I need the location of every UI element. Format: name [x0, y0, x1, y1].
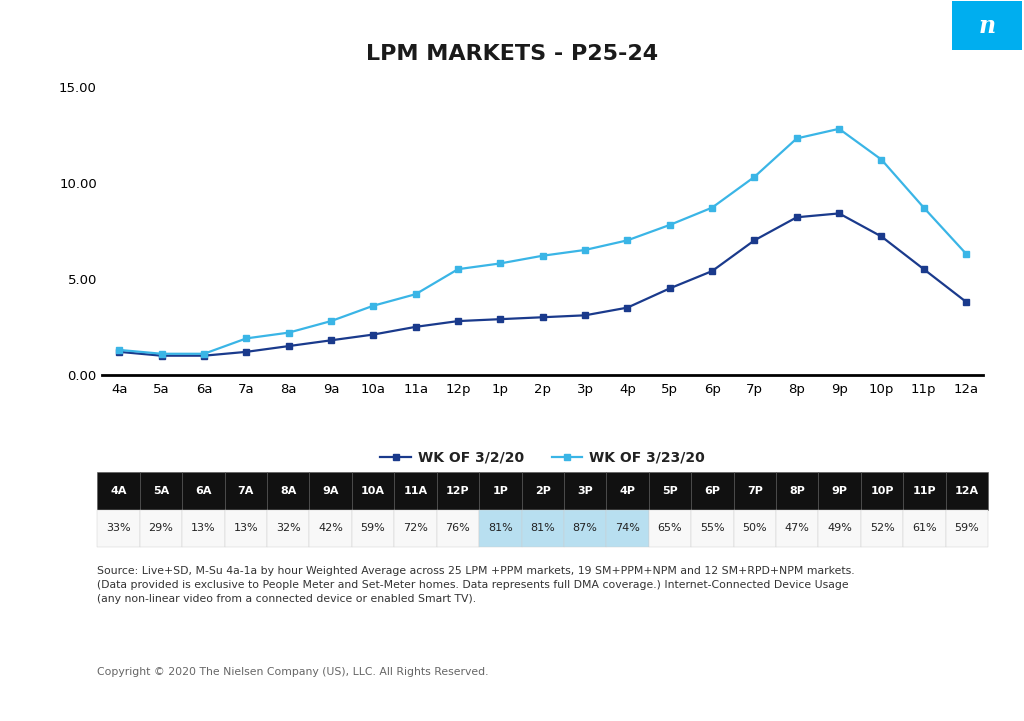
Text: 47%: 47% — [784, 523, 810, 534]
Text: Source: Live+SD, M-Su 4a-1a by hour Weighted Average across 25 LPM +PPM markets,: Source: Live+SD, M-Su 4a-1a by hour Weig… — [97, 566, 855, 604]
Text: 9P: 9P — [831, 486, 848, 496]
Text: 4P: 4P — [620, 486, 636, 496]
Text: 9A: 9A — [323, 486, 339, 496]
Text: 59%: 59% — [360, 523, 385, 534]
Legend: WK OF 3/2/20, WK OF 3/23/20: WK OF 3/2/20, WK OF 3/23/20 — [375, 446, 711, 470]
Text: 74%: 74% — [615, 523, 640, 534]
Text: 7A: 7A — [238, 486, 254, 496]
Text: 29%: 29% — [148, 523, 173, 534]
Text: 32%: 32% — [275, 523, 301, 534]
Text: 33%: 33% — [106, 523, 131, 534]
Text: 6A: 6A — [196, 486, 212, 496]
Text: 72%: 72% — [403, 523, 428, 534]
Text: 5A: 5A — [153, 486, 169, 496]
Text: 55%: 55% — [700, 523, 725, 534]
Text: 81%: 81% — [530, 523, 555, 534]
Text: 76%: 76% — [445, 523, 470, 534]
Text: 59%: 59% — [954, 523, 979, 534]
Text: LPM MARKETS - P25-24: LPM MARKETS - P25-24 — [366, 44, 658, 64]
Text: 10A: 10A — [361, 486, 385, 496]
Text: 61%: 61% — [912, 523, 937, 534]
Text: 42%: 42% — [318, 523, 343, 534]
Text: 12A: 12A — [955, 486, 979, 496]
Text: 13%: 13% — [233, 523, 258, 534]
Text: 11A: 11A — [403, 486, 427, 496]
Text: 50%: 50% — [742, 523, 767, 534]
Text: 65%: 65% — [657, 523, 682, 534]
Text: 13%: 13% — [191, 523, 216, 534]
Text: 8A: 8A — [280, 486, 296, 496]
Text: 2P: 2P — [535, 486, 551, 496]
Text: 87%: 87% — [572, 523, 598, 534]
Text: 1P: 1P — [493, 486, 508, 496]
Text: Copyright © 2020 The Nielsen Company (US), LLC. All Rights Reserved.: Copyright © 2020 The Nielsen Company (US… — [97, 667, 488, 677]
Text: 11P: 11P — [912, 486, 936, 496]
Text: 8P: 8P — [790, 486, 805, 496]
Text: 7P: 7P — [746, 486, 763, 496]
Text: 49%: 49% — [827, 523, 852, 534]
Text: 6P: 6P — [705, 486, 721, 496]
Text: 52%: 52% — [869, 523, 895, 534]
Text: 10P: 10P — [870, 486, 894, 496]
Text: 4A: 4A — [111, 486, 127, 496]
Text: 12P: 12P — [446, 486, 470, 496]
Text: n: n — [979, 14, 995, 38]
Text: 81%: 81% — [487, 523, 513, 534]
Text: 5P: 5P — [663, 486, 678, 496]
Text: 3P: 3P — [578, 486, 593, 496]
